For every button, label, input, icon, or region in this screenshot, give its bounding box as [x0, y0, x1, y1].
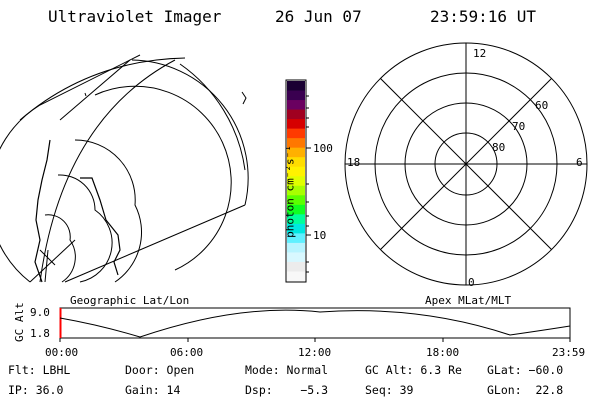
- colorbar-cell: [287, 176, 305, 187]
- colorbar-cell: [287, 233, 305, 244]
- info-glon: GLon: 22.8: [487, 383, 564, 397]
- apex-label: Apex MLat/MLT: [425, 294, 512, 307]
- colorbar-cell: [287, 128, 305, 139]
- geographic-label: Geographic Lat/Lon: [70, 294, 190, 307]
- timeline-ytick-1.8: 1.8: [30, 327, 50, 340]
- colorbar-cell: [287, 204, 305, 215]
- timeline-xtick-1800: 18:00: [426, 346, 460, 359]
- colorbar-cell: [287, 119, 305, 130]
- colorbar-cell: [287, 157, 305, 168]
- info-flt: Flt: LBHL: [8, 363, 71, 377]
- mlt-label-6: 6: [576, 156, 583, 169]
- colorbar-cell: [287, 261, 305, 272]
- info-gain: Gain: 14: [125, 383, 181, 397]
- mlat-label-70: 70: [512, 120, 526, 133]
- mlt-label-12: 12: [473, 47, 487, 60]
- date: 26 Jun 07: [275, 7, 362, 26]
- mlt-label-18: 18: [347, 156, 361, 169]
- timeline-xtick-0600: 06:00: [170, 346, 204, 359]
- colorbar-tick-10: 10: [313, 229, 327, 242]
- colorbar-cell: [287, 271, 305, 282]
- colorbar-cell: [287, 138, 305, 149]
- timeline-xtick-2359: 23:59: [552, 346, 586, 359]
- colorbar-cell: [287, 166, 305, 177]
- polar-grid: [344, 42, 588, 286]
- colorbar-cell: [287, 90, 305, 101]
- info-dsp: Dsp: −5.3: [245, 383, 329, 397]
- mlt-label-0: 0: [468, 276, 475, 289]
- colorbar-unit-label: photon cm⁻²s⁻¹: [283, 145, 297, 238]
- colorbar-cell: [287, 242, 305, 253]
- info-seq: Seq: 39: [365, 383, 414, 397]
- time: 23:59:16 UT: [430, 7, 536, 26]
- colorbar-cell: [287, 214, 305, 225]
- colorbar-cell: [287, 100, 305, 111]
- timeline-xtick-1200: 12:00: [298, 346, 332, 359]
- colorbar-cells: [287, 81, 305, 282]
- info-ip: IP: 36.0: [8, 383, 64, 397]
- mlat-label-60: 60: [535, 99, 549, 112]
- colorbar-cell: [287, 81, 305, 92]
- geographic-map: [0, 54, 249, 283]
- colorbar-tick-100: 100: [313, 142, 333, 155]
- mlat-label-80: 80: [492, 141, 506, 154]
- info-gc-alt: GC Alt: 6.3 Re: [365, 363, 462, 377]
- colorbar-cell: [287, 223, 305, 234]
- timeline-ytick-9: 9.0: [30, 306, 50, 319]
- info-door: Door: Open: [125, 363, 195, 377]
- colorbar-cell: [287, 109, 305, 120]
- title: Ultraviolet Imager: [48, 7, 222, 26]
- colorbar-frame: [285, 79, 311, 283]
- colorbar-cell: [287, 252, 305, 263]
- info-mode: Mode: Normal: [245, 363, 329, 377]
- colorbar-cell: [287, 195, 305, 206]
- info-glat: GLat: −60.0: [487, 363, 564, 377]
- colorbar-cell: [287, 147, 305, 158]
- timeline-ylabel: GC Alt: [13, 302, 26, 342]
- timeline-plot: [59, 307, 571, 342]
- colorbar-cell: [287, 185, 305, 196]
- timeline-xtick-0000: 00:00: [45, 346, 79, 359]
